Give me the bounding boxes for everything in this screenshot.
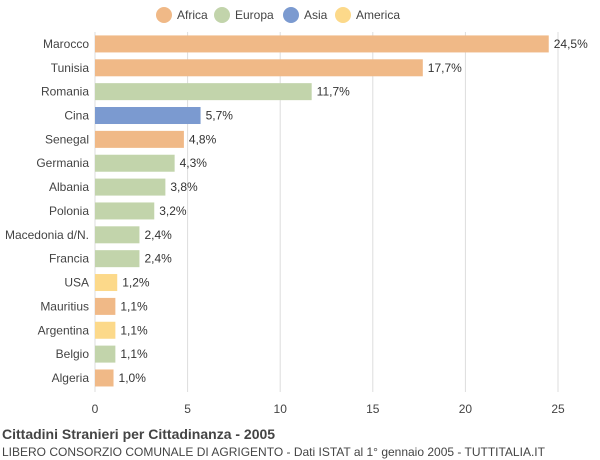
bar-algeria <box>95 369 114 387</box>
bar-polonia <box>95 202 155 220</box>
value-label: 24,5% <box>554 37 588 51</box>
x-tick-label: 10 <box>274 402 288 416</box>
value-label: 3,2% <box>159 204 187 218</box>
x-tick-label: 5 <box>184 402 191 416</box>
legend-swatch-america <box>335 7 351 23</box>
bar-tunisia <box>95 59 423 77</box>
category-label: Francia <box>49 252 89 266</box>
bar-senegal <box>95 130 184 148</box>
category-label: Germania <box>36 156 89 170</box>
chart-legend: Africa Europa Asia America <box>0 5 600 25</box>
legend-swatch-africa <box>156 7 172 23</box>
bar-mauritius <box>95 297 116 315</box>
bar-usa <box>95 274 118 292</box>
legend-item-asia: Asia <box>283 5 327 25</box>
category-label: Argentina <box>38 323 90 337</box>
value-label: 5,7% <box>206 109 234 123</box>
bar-cina <box>95 107 201 125</box>
value-label: 17,7% <box>428 61 462 75</box>
bar-belgio <box>95 345 116 363</box>
category-label: Algeria <box>52 371 90 385</box>
x-tick-label: 25 <box>551 402 565 416</box>
bar-francia <box>95 250 140 268</box>
value-label: 4,8% <box>189 132 217 146</box>
x-axis-ticks: 0 5 10 15 20 25 <box>92 402 565 416</box>
bar-layer <box>95 35 549 387</box>
value-label: 1,2% <box>122 276 150 290</box>
bar-romania <box>95 83 312 101</box>
label-layer: Marocco 24,5% Tunisia 17,7% Romania 11,7% Cina… <box>5 37 588 385</box>
x-tick-label: 0 <box>92 402 99 416</box>
legend-item-america: America <box>335 5 400 25</box>
value-label: 2,4% <box>144 228 172 242</box>
legend-swatch-europa <box>214 7 230 23</box>
category-label: Belgio <box>56 347 90 361</box>
category-label: Mauritius <box>40 299 89 313</box>
bar-chart: Marocco 24,5% Tunisia 17,7% Romania 11,7% Cina… <box>5 32 588 416</box>
category-label: Cina <box>64 109 89 123</box>
category-label: Polonia <box>49 204 89 218</box>
bar-albania <box>95 178 166 196</box>
legend-label-africa: Africa <box>177 8 208 22</box>
category-label: Tunisia <box>51 61 90 75</box>
x-tick-label: 20 <box>459 402 473 416</box>
category-label: Senegal <box>45 132 89 146</box>
value-label: 3,8% <box>170 180 198 194</box>
bar-marocco <box>95 35 549 53</box>
bar-argentina <box>95 321 116 339</box>
legend-label-asia: Asia <box>304 8 328 22</box>
category-label: Romania <box>41 85 89 99</box>
value-label: 4,3% <box>180 156 208 170</box>
bar-germania <box>95 154 175 172</box>
value-label: 11,7% <box>317 85 350 99</box>
chart-footer-subtitle: LIBERO CONSORZIO COMUNALE DI AGRIGENTO -… <box>2 445 545 459</box>
category-label: Marocco <box>43 37 89 51</box>
legend-item-europa: Europa <box>214 5 274 25</box>
x-tick-label: 15 <box>366 402 380 416</box>
value-label: 1,1% <box>120 347 148 361</box>
value-label: 2,4% <box>144 252 172 266</box>
legend-label-europa: Europa <box>235 8 274 22</box>
category-label: Albania <box>49 180 89 194</box>
bar-macedonia-d-n- <box>95 226 140 244</box>
legend-swatch-asia <box>283 7 299 23</box>
value-label: 1,1% <box>120 323 148 337</box>
legend-item-africa: Africa <box>156 5 208 25</box>
value-label: 1,1% <box>120 299 148 313</box>
category-label: USA <box>64 276 89 290</box>
category-label: Macedonia d/N. <box>5 228 89 242</box>
chart-footer-title: Cittadini Stranieri per Cittadinanza - 2… <box>2 426 276 442</box>
value-label: 1,0% <box>119 371 147 385</box>
legend-label-america: America <box>356 8 401 22</box>
